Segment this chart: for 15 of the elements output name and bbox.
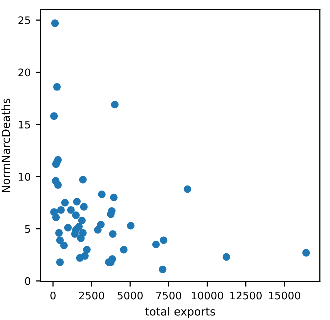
y-tick-label: 15 [19, 121, 30, 129]
y-tick-label: 20 [18, 68, 31, 77]
x-tick-label: 0 [50, 292, 56, 300]
x-axis-title: total exports [145, 307, 216, 318]
x-tick-label: 7500 [156, 292, 182, 300]
x-tick-label: 12500 [230, 292, 262, 300]
x-tick-label: 2500 [79, 292, 104, 300]
y-tick-label: 0 [25, 277, 31, 286]
x-tick-label: 10000 [192, 292, 224, 300]
y-tick-label: 25 [18, 16, 30, 24]
y-tick-label: 5 [25, 225, 30, 234]
y-tick-label: 10 [19, 173, 31, 181]
x-tick-label: 15000 [269, 292, 300, 300]
y-axis-title: NormNarcDeaths [2, 98, 10, 192]
x-tick-label: 5000 [118, 292, 143, 300]
